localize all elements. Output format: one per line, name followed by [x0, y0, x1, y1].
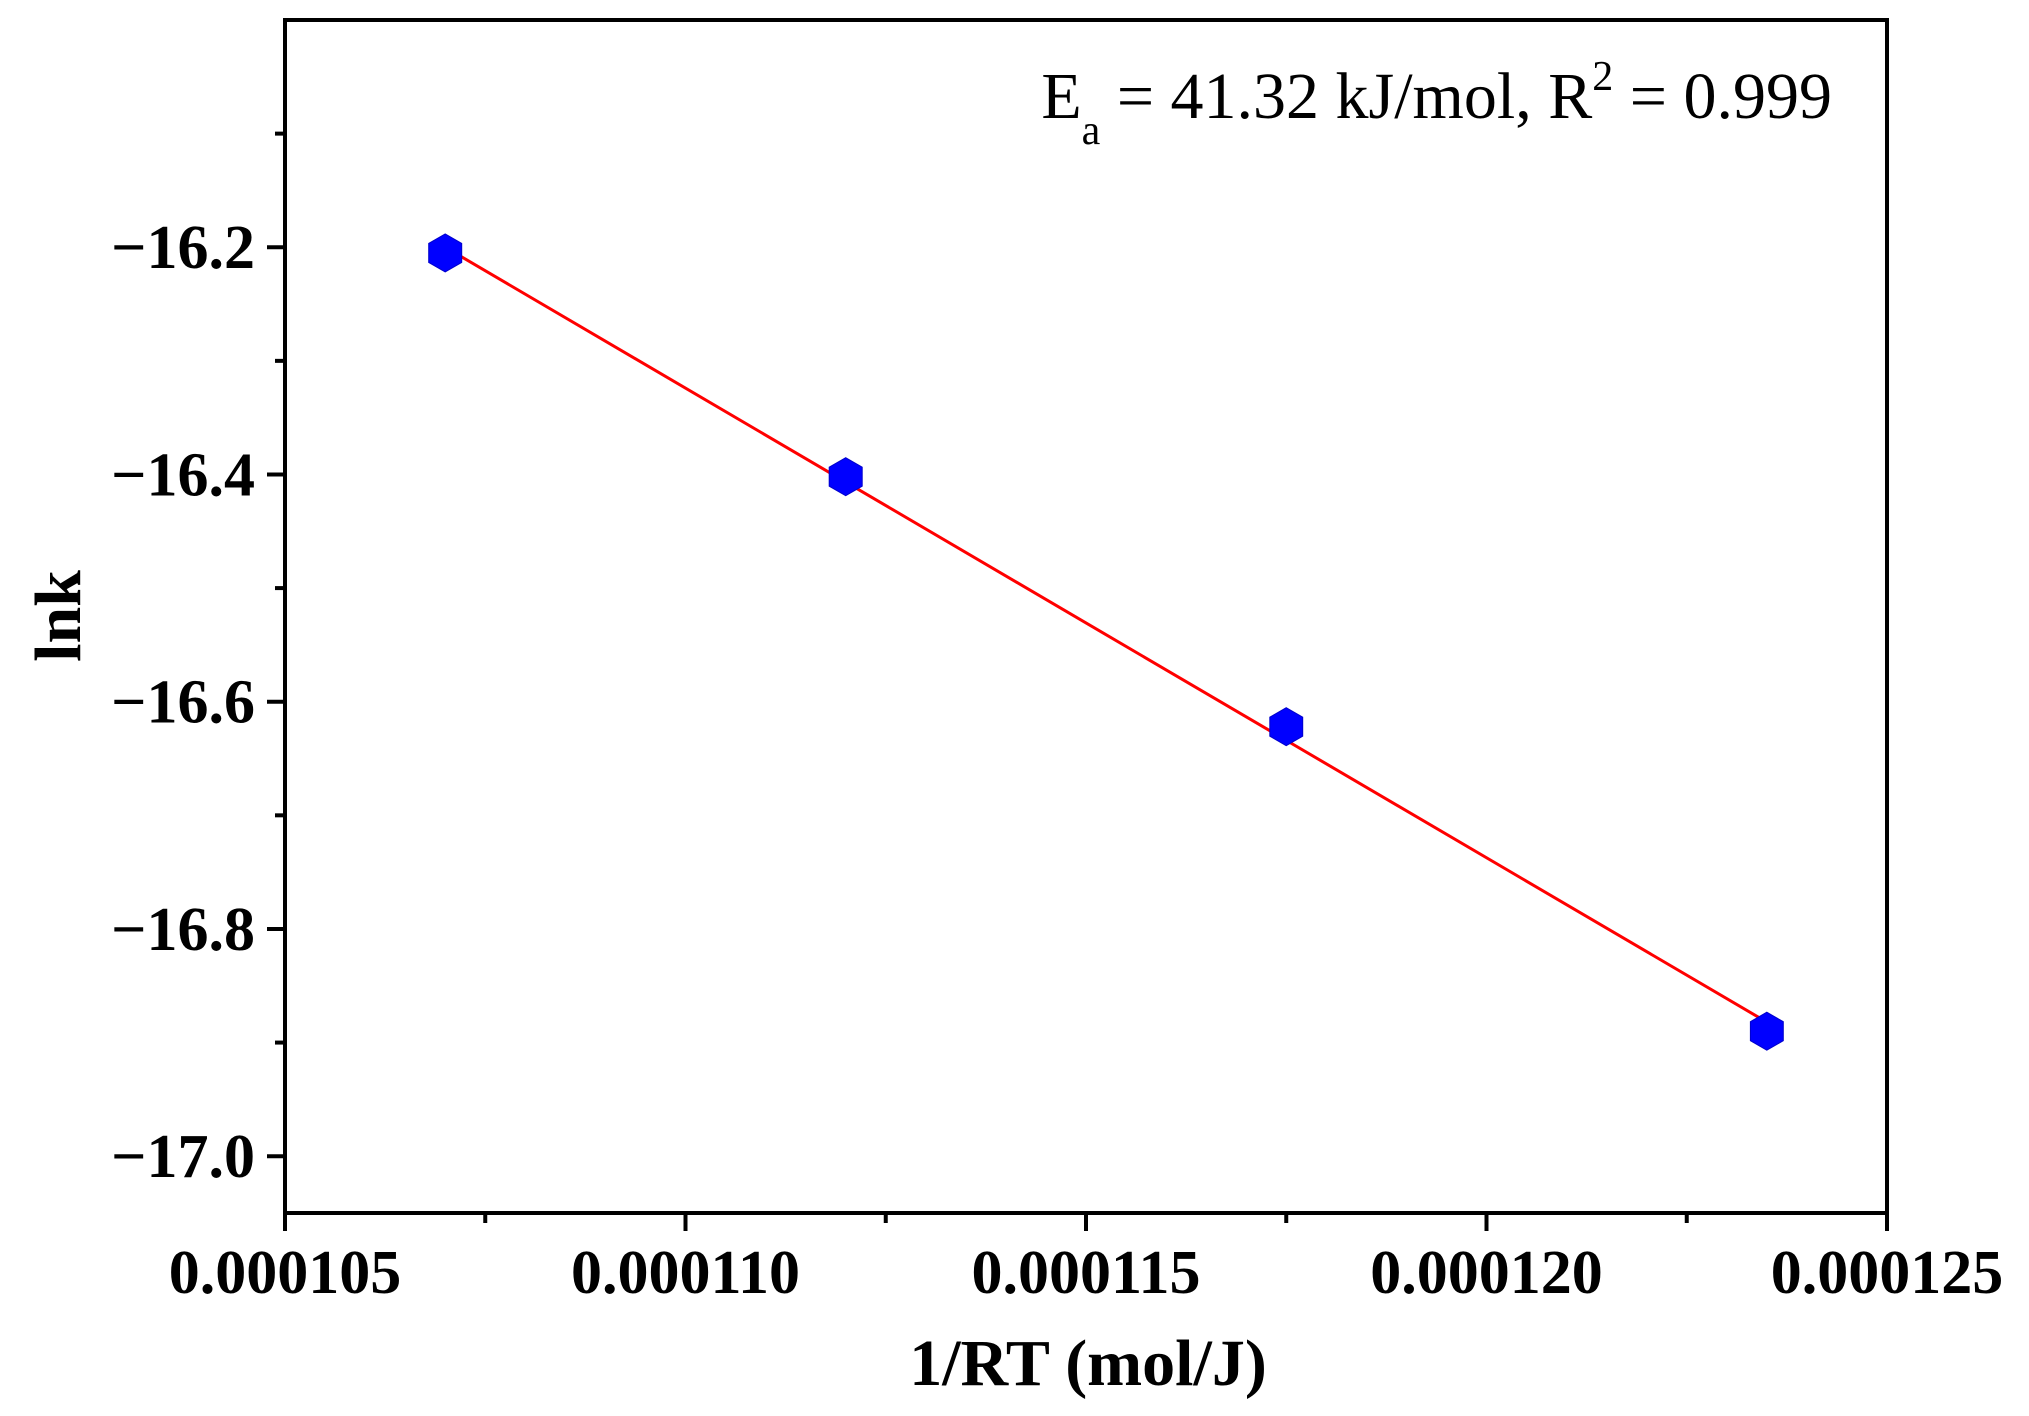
annotation: Ea = 41.32 kJ/mol, R2 = 0.999: [1041, 54, 1832, 154]
annotation-r2-superscript: 2: [1592, 54, 1613, 100]
data-point: [1749, 1011, 1784, 1051]
x-tick-label: 0.000120: [1370, 1239, 1603, 1307]
y-tick-label: −16.8: [111, 896, 255, 964]
x-tick-label: 0.000110: [571, 1239, 800, 1307]
annotation-ea-text: = 41.32 kJ/mol, R: [1100, 60, 1592, 133]
annotation-ea-label: E: [1041, 60, 1081, 133]
data-point: [428, 233, 463, 273]
y-tick-label: −16.4: [111, 441, 255, 509]
x-tick-label: 0.000125: [1771, 1239, 2004, 1307]
x-axis: 0.000105 0.000110 0.000115 0.000120 0.000125: [169, 1213, 2004, 1307]
y-tick-label: −16.2: [111, 214, 255, 282]
fit-line: [444, 245, 1768, 1024]
annotation-r2-text: = 0.999: [1613, 60, 1832, 133]
annotation-ea-subscript: a: [1082, 108, 1101, 154]
y-axis-title: lnk: [22, 570, 95, 662]
data-point: [828, 457, 863, 497]
y-axis: −16.2 −16.4 −16.6 −16.8 −17.0: [111, 131, 285, 1191]
y-tick-label: −16.6: [111, 669, 255, 737]
x-tick-label: 0.000115: [971, 1239, 1200, 1307]
plot-frame: [283, 18, 1889, 1215]
x-tick-label: 0.000105: [169, 1239, 402, 1307]
y-tick-label: −17.0: [111, 1123, 255, 1191]
data-point: [1269, 707, 1304, 747]
x-axis-title: 1/RT (mol/J): [909, 1327, 1267, 1400]
data-points: [428, 233, 1784, 1051]
